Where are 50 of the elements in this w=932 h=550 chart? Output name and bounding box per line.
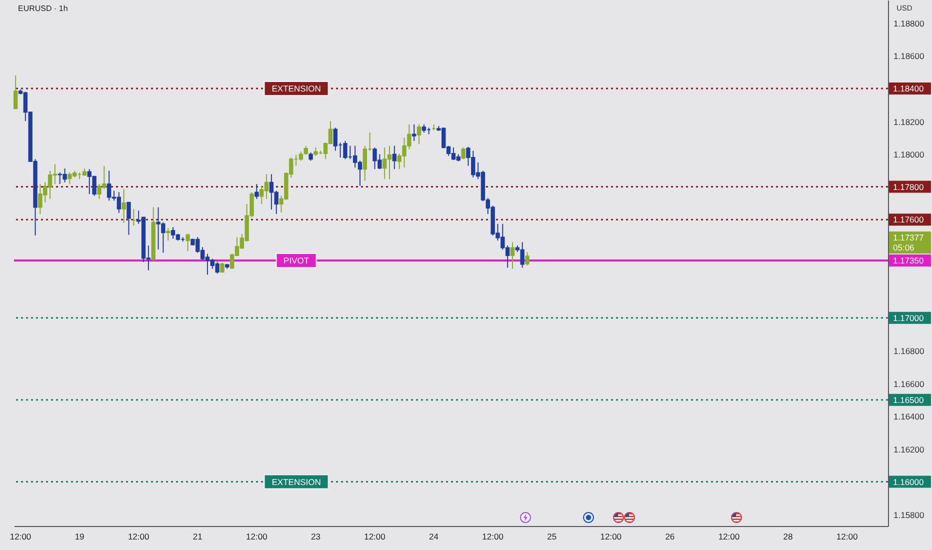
x-tick-label: 26 xyxy=(665,532,675,542)
candlestick xyxy=(254,184,259,200)
y-tick-label: 1.15800 xyxy=(894,510,924,520)
y-tick-label: 1.18800 xyxy=(894,18,924,28)
candlestick xyxy=(461,146,466,160)
candlestick xyxy=(166,228,170,242)
y-tick-label: 1.18400 xyxy=(893,83,924,94)
candlestick xyxy=(122,188,126,224)
x-tick-label: 12:00 xyxy=(482,532,504,542)
ref-line-label: EXTENSION xyxy=(272,476,321,487)
y-tick-label: 1.17000 xyxy=(893,312,924,323)
x-tick-label: 12:00 xyxy=(600,532,622,542)
y-tick-label: 1.18600 xyxy=(894,51,924,62)
x-tick-label: 25 xyxy=(547,532,557,542)
y-tick-label: 1.16600 xyxy=(894,378,924,389)
y-tick-label: 1.16000 xyxy=(893,476,924,487)
x-tick-label: 12:00 xyxy=(836,532,858,542)
candlestick xyxy=(416,124,422,145)
candlestick xyxy=(126,202,131,236)
candlestick xyxy=(525,252,530,266)
y-tick-label: 1.17800 xyxy=(893,182,924,192)
y-tick-label: 1.16200 xyxy=(894,444,924,454)
candlestick xyxy=(510,242,515,270)
y-tick-label: 1.16800 xyxy=(894,346,924,356)
y-tick-label: 1.18200 xyxy=(894,116,924,127)
text: 1.17377 xyxy=(893,232,924,243)
y-tick-label: 1.16400 xyxy=(894,412,924,422)
x-tick-label: 12:00 xyxy=(246,532,268,542)
y-tick-label: 1.17350 xyxy=(893,256,924,266)
chart-title: EURUSD · 1h xyxy=(18,4,68,13)
x-tick-label: 24 xyxy=(429,532,439,542)
x-tick-label: 12:00 xyxy=(364,532,386,542)
y-tick-label: 1.18000 xyxy=(894,150,924,160)
x-tick-label: 12:00 xyxy=(128,532,150,542)
candlestick xyxy=(392,145,397,170)
x-tick-label: 19 xyxy=(74,532,85,542)
ref-line-label: PIVOT xyxy=(284,256,310,266)
text: 05:06 xyxy=(893,242,915,253)
x-tick-label: 28 xyxy=(783,532,793,542)
y-tick-label: 1.17600 xyxy=(893,214,924,225)
candlestick xyxy=(362,145,368,182)
x-tick-label: 21 xyxy=(192,532,203,542)
x-tick-label: 12:00 xyxy=(10,532,32,542)
x-tick-label: 12:00 xyxy=(718,532,740,542)
y-tick-label: 1.16500 xyxy=(893,394,924,405)
candlestick xyxy=(412,124,416,142)
ref-line-label: EXTENSION xyxy=(272,83,321,94)
x-tick-label: 23 xyxy=(310,532,321,542)
candlestick xyxy=(186,233,190,252)
candlestick xyxy=(14,74,18,110)
